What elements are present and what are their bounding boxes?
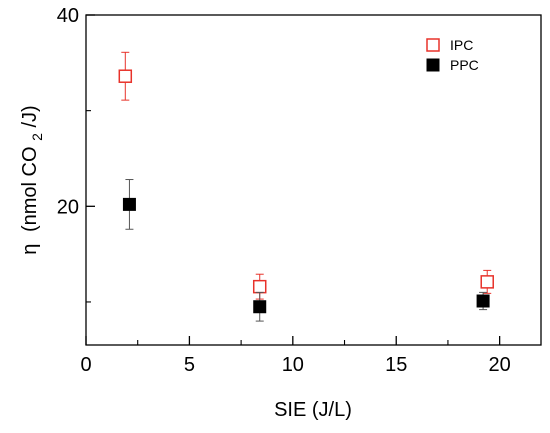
plot-frame (85, 14, 542, 346)
x-axis-title: SIE (J/L) (274, 399, 352, 421)
point-ppc (122, 197, 136, 211)
x-tick-label: 5 (184, 354, 195, 376)
svg-text:η (nmol CO 2: η (nmol CO 2 /J) (19, 105, 47, 254)
y-tick-label: 20 (57, 196, 79, 218)
x-tick-label: 20 (489, 354, 511, 376)
y-axis-title-suffix: /J) (19, 105, 41, 127)
point-ipc (118, 69, 133, 83)
x-tick-label: 10 (282, 354, 304, 376)
legend-marker-ppc (426, 58, 440, 72)
point-ppc (476, 294, 490, 308)
y-axis-title-prefix: (nmol CO (19, 146, 41, 232)
legend-marker-ipc (426, 38, 440, 52)
legend: IPC PPC (426, 37, 479, 73)
data-marks (118, 51, 494, 322)
legend-label-ppc: PPC (450, 57, 479, 73)
x-axis-ticks: 0 5 10 15 20 (80, 336, 511, 376)
legend-label-ipc: IPC (450, 37, 473, 53)
x-tick-label: 15 (385, 354, 407, 376)
y-axis-title-symbol: η (19, 244, 41, 255)
y-axis-title-subscript: 2 (29, 133, 45, 141)
y-tick-label: 40 (57, 5, 79, 27)
y-axis-title: η (nmol CO 2 /J) (19, 105, 47, 254)
point-ipc (480, 275, 494, 289)
x-tick-label: 0 (80, 354, 91, 376)
point-ipc (252, 279, 267, 294)
point-ppc (253, 300, 267, 314)
